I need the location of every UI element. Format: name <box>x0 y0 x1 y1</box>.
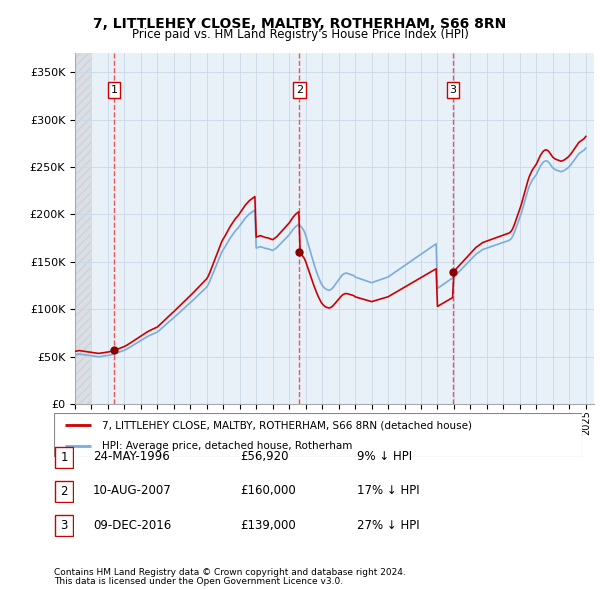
Text: HPI: Average price, detached house, Rotherham: HPI: Average price, detached house, Roth… <box>101 441 352 451</box>
Text: 3: 3 <box>449 85 457 95</box>
Text: £56,920: £56,920 <box>240 450 289 463</box>
Text: 3: 3 <box>61 519 68 532</box>
Text: 09-DEC-2016: 09-DEC-2016 <box>93 519 171 532</box>
Text: Price paid vs. HM Land Registry's House Price Index (HPI): Price paid vs. HM Land Registry's House … <box>131 28 469 41</box>
Text: 24-MAY-1996: 24-MAY-1996 <box>93 450 170 463</box>
Text: 1: 1 <box>111 85 118 95</box>
Text: This data is licensed under the Open Government Licence v3.0.: This data is licensed under the Open Gov… <box>54 577 343 586</box>
Bar <box>75 53 91 404</box>
Text: 7, LITTLEHEY CLOSE, MALTBY, ROTHERHAM, S66 8RN (detached house): 7, LITTLEHEY CLOSE, MALTBY, ROTHERHAM, S… <box>101 421 472 430</box>
Text: 7, LITTLEHEY CLOSE, MALTBY, ROTHERHAM, S66 8RN: 7, LITTLEHEY CLOSE, MALTBY, ROTHERHAM, S… <box>94 17 506 31</box>
Text: 1: 1 <box>61 451 68 464</box>
Text: 17% ↓ HPI: 17% ↓ HPI <box>357 484 419 497</box>
Text: Contains HM Land Registry data © Crown copyright and database right 2024.: Contains HM Land Registry data © Crown c… <box>54 568 406 577</box>
Text: 2: 2 <box>61 485 68 498</box>
Text: £160,000: £160,000 <box>240 484 296 497</box>
Text: 27% ↓ HPI: 27% ↓ HPI <box>357 519 419 532</box>
Text: 9% ↓ HPI: 9% ↓ HPI <box>357 450 412 463</box>
Text: 2: 2 <box>296 85 303 95</box>
Text: 10-AUG-2007: 10-AUG-2007 <box>93 484 172 497</box>
Text: £139,000: £139,000 <box>240 519 296 532</box>
